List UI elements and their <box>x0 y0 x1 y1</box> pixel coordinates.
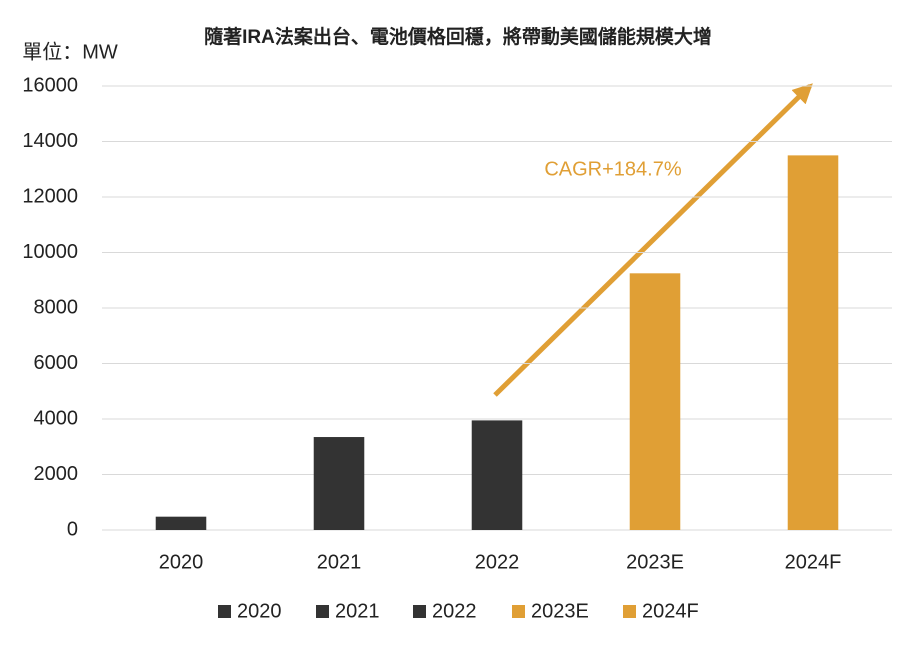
y-tick-label: 2000 <box>34 463 79 485</box>
x-tick-label: 2023E <box>626 551 684 573</box>
bar <box>155 516 207 530</box>
y-tick-label: 10000 <box>22 241 78 263</box>
legend-swatch <box>413 605 426 618</box>
y-axis-label: 單位：MW <box>22 40 118 63</box>
bar <box>313 437 365 530</box>
y-tick-label: 0 <box>67 518 78 540</box>
legend-swatch <box>316 605 329 618</box>
chart-title: 隨著IRA法案出台、電池價格回穩，將帶動美國儲能規模大增 <box>204 25 712 48</box>
annotation: CAGR+184.7% <box>544 158 682 180</box>
x-tick-label: 2022 <box>475 551 520 573</box>
y-tick-label: 4000 <box>34 407 79 429</box>
legend-label: 2021 <box>335 600 380 622</box>
legend-swatch <box>623 605 636 618</box>
y-tick-label: 14000 <box>22 130 78 152</box>
legend-label: 2020 <box>237 600 282 622</box>
x-tick-label: 2021 <box>317 551 362 573</box>
x-tick-label: 2024F <box>785 551 842 573</box>
legend-swatch <box>218 605 231 618</box>
bar <box>787 155 839 530</box>
bar <box>471 420 523 530</box>
y-tick-label: 16000 <box>22 74 78 96</box>
legend-swatch <box>512 605 525 618</box>
bar <box>629 273 681 530</box>
x-tick-label: 2020 <box>159 551 204 573</box>
y-tick-label: 6000 <box>34 352 79 374</box>
y-tick-label: 8000 <box>34 296 79 318</box>
legend-label: 2022 <box>432 600 477 622</box>
y-tick-label: 12000 <box>22 185 78 207</box>
trend-arrow <box>493 83 813 397</box>
legend-label: 2024F <box>642 600 699 622</box>
legend-label: 2023E <box>531 600 589 622</box>
